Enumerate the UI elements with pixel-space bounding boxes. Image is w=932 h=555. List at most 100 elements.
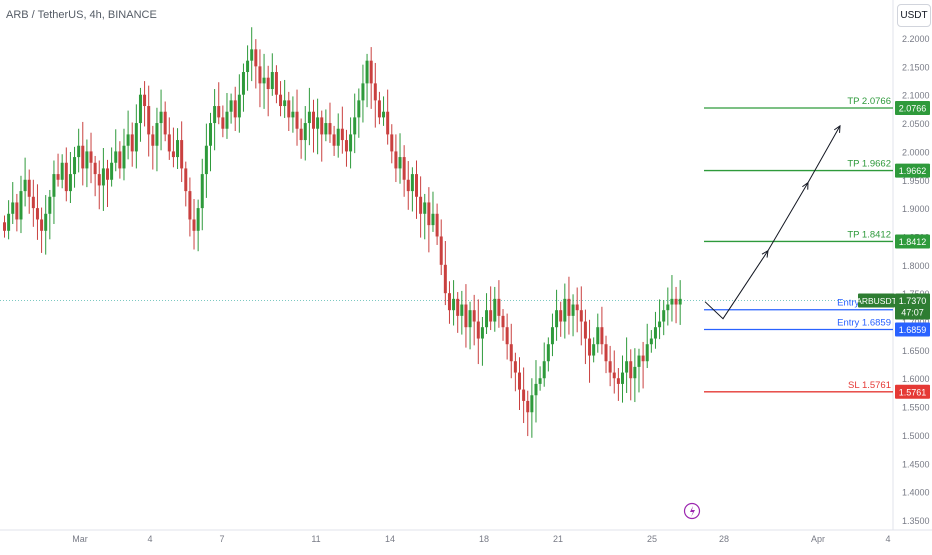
- candle-body: [307, 111, 311, 124]
- candle-body: [68, 174, 72, 192]
- candle-body: [489, 310, 493, 322]
- candle-body: [35, 208, 39, 220]
- candle-body: [464, 304, 468, 328]
- candle-body: [546, 344, 550, 362]
- candle-body: [596, 327, 600, 345]
- candle-body: [40, 219, 44, 231]
- candle-body: [555, 310, 559, 328]
- candle-body: [241, 72, 245, 95]
- symbol-tag: [858, 293, 895, 308]
- candle-body: [60, 162, 64, 180]
- candle-body: [56, 174, 60, 180]
- lightning-marker[interactable]: [683, 502, 701, 520]
- candle-body: [423, 202, 427, 214]
- candle-body: [77, 145, 81, 158]
- candle-body: [291, 111, 295, 118]
- candle-body: [629, 361, 633, 379]
- candle-body: [439, 236, 443, 265]
- candle-body: [48, 196, 52, 214]
- candle-body: [435, 213, 439, 237]
- currency-button[interactable]: USDT: [897, 4, 931, 27]
- candle-body: [472, 310, 476, 322]
- x-tick-label: 4: [147, 534, 152, 544]
- y-tick-label: 1.6500: [902, 346, 930, 356]
- projection-arrowhead: [833, 124, 841, 133]
- candle-body: [382, 111, 386, 118]
- candle-body: [106, 168, 109, 180]
- y-tick-label: 1.5000: [902, 431, 930, 441]
- y-tick-label: 2.0500: [902, 119, 930, 129]
- candle-body: [649, 338, 653, 345]
- candle-body: [559, 310, 563, 322]
- candle-body: [625, 361, 629, 373]
- candle-body: [365, 60, 369, 84]
- candle-body: [246, 60, 250, 73]
- candle-body: [653, 327, 657, 339]
- candle-body: [114, 151, 118, 163]
- candle-body: [213, 106, 217, 124]
- candle-body: [320, 117, 324, 135]
- candle-body: [299, 128, 303, 141]
- candle-body: [159, 111, 163, 124]
- candle-body: [258, 66, 262, 84]
- y-tick-label: 2.0000: [902, 147, 930, 157]
- candle-body: [505, 327, 509, 345]
- candle-body: [641, 355, 645, 362]
- last-price-text: 1.7370: [899, 296, 927, 306]
- candle-body: [134, 123, 138, 152]
- candle-body: [283, 100, 287, 107]
- candle-body: [27, 179, 31, 197]
- candle-body: [575, 304, 579, 311]
- candle-body: [64, 162, 68, 192]
- candle-body: [7, 213, 11, 231]
- x-tick-label: Apr: [811, 534, 825, 544]
- candle-body: [670, 298, 674, 305]
- candle-body: [431, 213, 435, 226]
- candle-body: [571, 304, 575, 316]
- candle-body: [229, 100, 233, 112]
- level-price-tag: [895, 100, 930, 115]
- candle-body: [476, 321, 480, 339]
- candle-body: [616, 378, 620, 384]
- y-tick-label: 2.1500: [902, 62, 930, 72]
- candle-body: [612, 372, 616, 379]
- projection-path: [704, 125, 841, 320]
- y-tick-label: 1.5500: [902, 403, 930, 413]
- candle-body: [633, 366, 637, 379]
- candle-body: [266, 77, 270, 90]
- y-tick-label: 2.1000: [902, 91, 930, 101]
- candle-body: [312, 111, 315, 129]
- candle-body: [221, 117, 225, 129]
- x-tick-label: 18: [479, 534, 489, 544]
- level-price-tag-text: 1.9662: [899, 166, 927, 176]
- candle-body: [674, 298, 678, 305]
- candle-body: [192, 219, 196, 231]
- y-tick-label: 1.4000: [902, 488, 930, 498]
- candle-body: [73, 157, 77, 175]
- level-label: Entry 1.6859: [837, 318, 891, 329]
- candle-body: [93, 162, 97, 175]
- candle-body: [130, 134, 134, 152]
- level-price-tag: [895, 163, 930, 178]
- candle-body: [217, 106, 221, 118]
- candle-body: [11, 202, 15, 214]
- candle-body: [518, 372, 521, 390]
- projection-arrowhead: [802, 181, 809, 190]
- level-label: TP 1.9662: [847, 159, 891, 170]
- candle-body: [31, 196, 35, 209]
- candle-body: [526, 400, 530, 413]
- candle-body: [452, 298, 456, 311]
- candle-body: [262, 77, 266, 84]
- candle-body: [200, 174, 204, 209]
- level-label: SL 1.5761: [848, 380, 891, 391]
- candle-body: [324, 123, 328, 135]
- candle-body: [390, 134, 394, 152]
- candle-body: [138, 94, 142, 124]
- candle-body: [410, 174, 414, 192]
- y-tick-label: 1.9000: [902, 204, 930, 214]
- candle-body: [398, 157, 402, 169]
- candle-body: [237, 94, 241, 118]
- symbol-tag-text: ARBUSDT: [856, 296, 897, 306]
